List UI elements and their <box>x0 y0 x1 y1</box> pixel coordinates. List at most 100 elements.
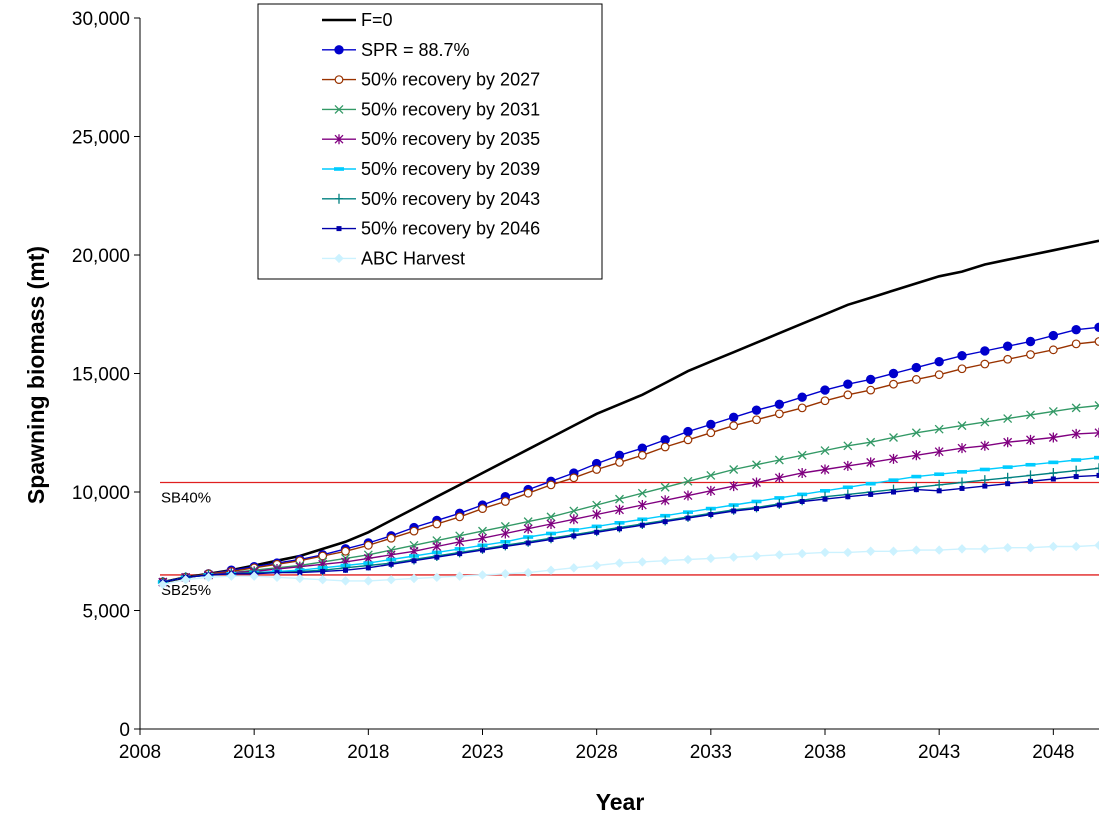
legend-label-50-recovery-by-2031: 50% recovery by 2031 <box>361 99 540 119</box>
data-point-50-recovery-by-2039 <box>1048 461 1058 465</box>
data-point-spr-88-7 <box>798 393 806 401</box>
data-point-spr-88-7 <box>1003 342 1011 350</box>
data-point-50-recovery-by-2046 <box>549 537 554 542</box>
data-point-50-recovery-by-2027 <box>410 527 418 535</box>
data-point-50-recovery-by-2027 <box>502 498 510 506</box>
data-point-abc-harvest <box>1027 544 1035 552</box>
data-point-50-recovery-by-2027 <box>867 386 875 394</box>
data-point-50-recovery-by-2046 <box>480 548 485 553</box>
data-point-spr-88-7 <box>1026 337 1034 345</box>
data-point-abc-harvest <box>684 556 692 564</box>
data-point-50-recovery-by-2039 <box>957 470 967 474</box>
data-point-50-recovery-by-2046 <box>800 499 805 504</box>
data-point-50-recovery-by-2027 <box>844 391 852 399</box>
data-point-abc-harvest <box>593 561 601 569</box>
data-point-abc-harvest <box>661 557 669 565</box>
x-axis-title: Year <box>596 789 645 815</box>
data-point-50-recovery-by-2027 <box>661 443 669 451</box>
data-point-50-recovery-by-2046 <box>1074 474 1079 479</box>
y-tick-label: 0 <box>119 720 130 741</box>
legend-label-spr-88-7: SPR = 88.7% <box>361 40 470 60</box>
data-point-abc-harvest <box>958 545 966 553</box>
data-point-50-recovery-by-2046 <box>777 503 782 508</box>
data-point-spr-88-7 <box>752 406 760 414</box>
data-point-spr-88-7 <box>1095 323 1099 331</box>
data-point-50-recovery-by-2027 <box>479 505 487 513</box>
data-point-abc-harvest <box>1004 544 1012 552</box>
data-point-50-recovery-by-2046 <box>891 490 896 495</box>
data-point-abc-harvest <box>364 577 372 585</box>
data-point-50-recovery-by-2046 <box>960 486 965 491</box>
legend-marker-50-recovery-by-2039 <box>334 167 344 171</box>
data-point-50-recovery-by-2046 <box>754 506 759 511</box>
data-point-abc-harvest <box>570 564 578 572</box>
x-tick-label: 2038 <box>804 742 846 763</box>
data-point-50-recovery-by-2027 <box>593 466 601 474</box>
data-point-50-recovery-by-2046 <box>412 558 417 563</box>
data-point-abc-harvest <box>1049 543 1057 551</box>
data-point-50-recovery-by-2027 <box>342 547 350 555</box>
data-point-50-recovery-by-2039 <box>1071 458 1081 462</box>
y-axis-title: Spawning biomass (mt) <box>23 246 49 504</box>
data-point-50-recovery-by-2046 <box>457 551 462 556</box>
data-point-50-recovery-by-2046 <box>434 555 439 560</box>
legend-label-50-recovery-by-2027: 50% recovery by 2027 <box>361 70 540 90</box>
data-point-50-recovery-by-2046 <box>320 569 325 574</box>
data-point-50-recovery-by-2039 <box>934 472 944 476</box>
data-point-abc-harvest <box>890 547 898 555</box>
data-point-50-recovery-by-2027 <box>684 436 692 444</box>
data-point-abc-harvest <box>342 577 350 585</box>
series-line-spr-88-7 <box>163 327 1099 582</box>
x-tick-label: 2018 <box>347 742 389 763</box>
data-point-abc-harvest <box>616 559 624 567</box>
data-point-50-recovery-by-2027 <box>776 410 784 418</box>
x-tick-label: 2008 <box>119 742 161 763</box>
series-layer <box>158 241 1099 589</box>
x-tick-label: 2028 <box>576 742 618 763</box>
data-point-50-recovery-by-2027 <box>1050 346 1058 354</box>
legend-label-50-recovery-by-2035: 50% recovery by 2035 <box>361 129 540 149</box>
x-tick-label: 2023 <box>461 742 503 763</box>
y-tick-label: 10,000 <box>72 483 130 504</box>
data-point-abc-harvest <box>707 554 715 562</box>
data-point-abc-harvest <box>981 545 989 553</box>
legend: F=0 SPR = 88.7% 50% recovery by 2027 50% re… <box>258 4 602 279</box>
legend-label-f-0: F=0 <box>361 10 393 30</box>
legend-label-abc-harvest: ABC Harvest <box>361 248 465 268</box>
data-point-50-recovery-by-2046 <box>343 568 348 573</box>
data-point-50-recovery-by-2027 <box>981 360 989 368</box>
data-point-50-recovery-by-2027 <box>935 371 943 379</box>
data-point-50-recovery-by-2046 <box>708 512 713 517</box>
data-point-50-recovery-by-2046 <box>1005 481 1010 486</box>
data-point-50-recovery-by-2046 <box>982 484 987 489</box>
data-point-50-recovery-by-2027 <box>639 451 647 459</box>
data-point-50-recovery-by-2046 <box>868 492 873 497</box>
series-line-f-0 <box>163 241 1099 582</box>
data-point-50-recovery-by-2046 <box>617 526 622 531</box>
data-point-abc-harvest <box>1072 543 1080 551</box>
data-point-50-recovery-by-2046 <box>937 488 942 493</box>
x-tick-label: 2013 <box>233 742 275 763</box>
data-point-50-recovery-by-2027 <box>616 459 624 467</box>
data-point-50-recovery-by-2027 <box>456 513 464 521</box>
data-point-50-recovery-by-2039 <box>843 485 853 489</box>
data-point-50-recovery-by-2046 <box>1051 476 1056 481</box>
data-point-spr-88-7 <box>821 386 829 394</box>
data-point-50-recovery-by-2027 <box>1095 338 1099 346</box>
data-point-abc-harvest <box>935 546 943 554</box>
data-point-spr-88-7 <box>775 400 783 408</box>
data-point-spr-88-7 <box>1072 325 1080 333</box>
series-line-50-recovery-by-2027 <box>163 342 1099 583</box>
data-point-spr-88-7 <box>912 363 920 371</box>
data-point-50-recovery-by-2046 <box>640 523 645 528</box>
ref-label-sb40-: SB40% <box>161 490 211 507</box>
data-point-spr-88-7 <box>684 427 692 435</box>
data-point-abc-harvest <box>456 572 464 580</box>
legend-marker-spr-88-7 <box>335 46 343 54</box>
data-point-50-recovery-by-2039 <box>1003 465 1013 469</box>
data-point-spr-88-7 <box>889 369 897 377</box>
data-point-50-recovery-by-2039 <box>980 468 990 472</box>
series-spr-88-7 <box>159 323 1099 586</box>
